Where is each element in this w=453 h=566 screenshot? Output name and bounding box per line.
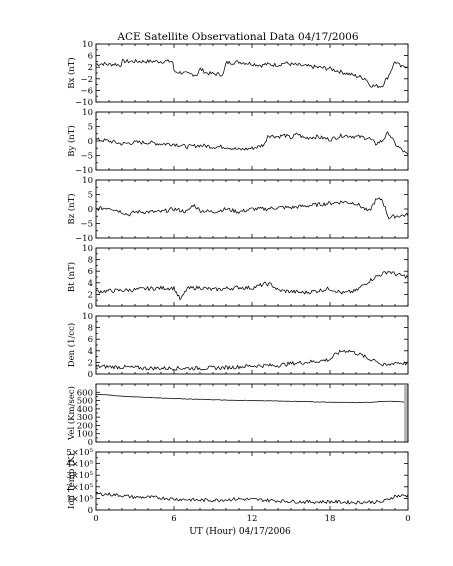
- ytick-label-temp: 5×10⁵: [66, 448, 93, 458]
- panel-frame-den: [95, 315, 409, 375]
- panel-frame-vel: [95, 383, 409, 443]
- ytick-label-temp: 1×10⁵: [66, 494, 93, 504]
- ytick-label-by: 10: [82, 108, 93, 118]
- series-line-bt: [95, 271, 409, 301]
- ytick-label-vel: 300: [77, 413, 93, 423]
- ytick-label-den: 0: [88, 370, 93, 380]
- ylabel-den: Den (1/cc): [66, 323, 77, 367]
- ytick-label-bx: −6: [80, 86, 93, 96]
- ytick-label-bx: 2: [88, 63, 93, 73]
- ytick-label-temp: 0: [88, 506, 93, 516]
- series-line-vel: [95, 393, 409, 404]
- data-gap-marker: [404, 385, 408, 442]
- panel-frame-temp: [95, 451, 409, 511]
- ytick-label-bz: 0: [88, 205, 93, 215]
- ytick-label-bx: −2: [80, 75, 93, 85]
- ytick-label-den: 6: [88, 335, 93, 345]
- ytick-label-den: 2: [88, 358, 93, 368]
- ytick-label-bx: −10: [75, 98, 93, 108]
- ytick-label-vel: 0: [88, 438, 93, 448]
- ytick-label-bt: 2: [88, 290, 93, 300]
- panel-frame-bt: [95, 247, 409, 307]
- panel-bt: 0 24 68 10 Bt (nT): [66, 244, 409, 312]
- ytick-label-bx: 10: [82, 40, 93, 50]
- ytick-label-temp: 3×10⁵: [66, 471, 93, 481]
- ylabel-vel: Vel (Km/sec): [66, 386, 77, 441]
- panel-frame-bz: [95, 179, 409, 239]
- ytick-label-bt: 0: [88, 302, 93, 312]
- ytick-label-by: 5: [88, 123, 93, 133]
- ytick-label-vel: 600: [77, 388, 93, 398]
- ytick-label-bz: 5: [88, 191, 93, 201]
- ylabel-bx: Bx (nT): [66, 57, 77, 89]
- panel-by: −10 −5 0 5 10 By (nT): [66, 108, 409, 176]
- ytick-label-vel: 500: [77, 397, 93, 407]
- x-axis-label: UT (Hour) 04/17/2006: [189, 526, 291, 537]
- ytick-label-bz: 10: [82, 176, 93, 186]
- ytick-label-bt: 6: [88, 267, 93, 277]
- panel-den: 0 24 68 10 Den (1/cc): [66, 312, 409, 380]
- xtick-label: 12: [247, 514, 258, 524]
- ylabel-temp: Ion Temp (K): [66, 453, 77, 509]
- xtick-label: 18: [325, 514, 336, 524]
- ytick-label-by: −10: [75, 166, 93, 176]
- panel-bz: −10 −5 0 5 10 Bz (nT): [66, 176, 409, 244]
- xtick-label: 6: [171, 514, 176, 524]
- series-line-by: [95, 131, 409, 155]
- ytick-label-bt: 8: [88, 256, 93, 266]
- ytick-label-temp: 4×10⁵: [66, 460, 93, 470]
- ytick-label-den: 8: [88, 324, 93, 334]
- xtick-label: 0: [405, 514, 410, 524]
- chart-title: ACE Satellite Observational Data 04/17/2…: [116, 31, 358, 43]
- xtick-label: 0: [93, 514, 98, 524]
- ylabel-by: By (nT): [66, 125, 77, 157]
- series-line-temp: [95, 492, 409, 505]
- ytick-label-vel: 100: [77, 430, 93, 440]
- ytick-label-temp: 2×10⁵: [66, 483, 93, 493]
- ytick-label-bz: −10: [75, 234, 93, 244]
- ytick-label-bt: 4: [88, 279, 93, 289]
- ylabel-bt: Bt (nT): [66, 262, 77, 292]
- ytick-label-den: 4: [88, 347, 93, 357]
- ytick-label-vel: 400: [77, 405, 93, 415]
- ylabel-bz: Bz (nT): [66, 193, 77, 224]
- ytick-label-by: −5: [80, 152, 93, 162]
- ytick-label-den: 10: [82, 312, 93, 322]
- panel-bx: −10 −6−2 26 10 Bx (nT): [66, 40, 409, 108]
- ytick-label-vel: 200: [77, 421, 93, 431]
- x-axis: 0 6 12 18 0: [93, 514, 410, 524]
- series-line-den: [95, 349, 409, 371]
- series-line-bx: [95, 59, 408, 89]
- ytick-label-bx: 6: [88, 52, 93, 62]
- ytick-label-by: 0: [88, 137, 93, 147]
- ytick-label-bt: 10: [82, 244, 93, 254]
- series-line-bz: [95, 197, 409, 220]
- panel-frame-bx: [95, 43, 409, 103]
- panel-frame-by: [95, 111, 409, 171]
- ytick-label-bz: −5: [80, 220, 93, 230]
